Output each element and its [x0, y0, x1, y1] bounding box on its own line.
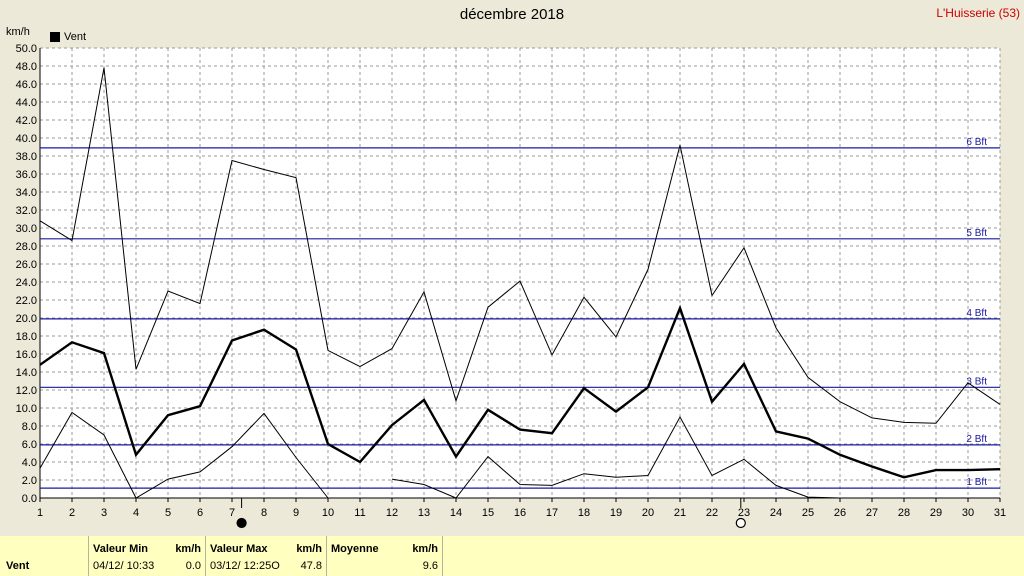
footer-min-time: 10:33: [126, 560, 155, 572]
chart-svg: 0.0 2.0 4.0 6.0 8.0 10.0 12.0 14.0 16.0 18.0 20.0 2…: [16, 43, 1006, 529]
y-tick-label: 12.0: [16, 385, 37, 397]
x-tick-label: 23: [738, 507, 750, 519]
y-tick-label: 36.0: [16, 169, 37, 181]
y-tick-label: 8.0: [22, 421, 37, 433]
y-tick-label: 22.0: [16, 295, 37, 307]
footer-avg-cell: Moyenne km/h 9.6: [327, 536, 443, 576]
y-tick-label: 14.0: [16, 367, 37, 379]
chart-title: décembre 2018: [459, 6, 565, 23]
footer-max-cell: Valeur Max km/h 03/12/ 12:25O 47.8: [206, 536, 327, 576]
y-tick-label: 4.0: [22, 457, 37, 469]
legend: Vent: [50, 31, 86, 43]
beaufort-label: 5 Bft: [966, 228, 987, 239]
footer-avg-unit: km/h: [412, 543, 438, 555]
y-tick-label: 2.0: [22, 475, 37, 487]
footer-min-unit: km/h: [175, 543, 201, 555]
new-moon-icon: [236, 517, 247, 529]
y-tick-label: 16.0: [16, 349, 37, 361]
beaufort-label: 1 Bft: [966, 477, 987, 488]
footer-avg-value: 9.6: [422, 560, 438, 572]
x-tick-label: 17: [546, 507, 558, 519]
footer-min-header: Valeur Min: [93, 543, 149, 555]
footer-max-dir: O: [271, 560, 280, 572]
y-tick-label: 28.0: [16, 241, 37, 253]
x-tick-label: 29: [930, 507, 942, 519]
x-tick-label: 22: [706, 507, 718, 519]
x-tick-label: 31: [994, 507, 1006, 519]
footer-empty: [443, 536, 1024, 576]
y-tick-label: 48.0: [16, 61, 37, 73]
x-tick-label: 11: [354, 507, 365, 519]
full-moon-icon: [735, 517, 746, 529]
footer-min-value: 0.0: [185, 560, 201, 572]
x-tick-label: 15: [482, 507, 494, 519]
footer-min-date: 04/12/: [93, 560, 124, 572]
footer-min-cell: Valeur Min km/h 04/12/ 10:33 0.0: [89, 536, 206, 576]
location-label: L'Huisserie (53): [936, 6, 1020, 20]
x-tick-label: 2: [69, 507, 75, 519]
y-tick-label: 38.0: [16, 151, 37, 163]
series-line-min: [391, 415, 841, 499]
footer-max-time: 12:25: [243, 560, 272, 572]
footer-max-date: 03/12/: [210, 560, 241, 572]
footer-avg-header: Moyenne: [331, 543, 379, 555]
y-tick-label: 24.0: [16, 277, 37, 289]
x-tick-label: 20: [642, 507, 654, 519]
x-tick-label: 19: [610, 507, 622, 519]
y-tick-label: 30.0: [16, 223, 37, 235]
legend-label: Vent: [64, 31, 87, 43]
y-tick-label: 44.0: [16, 97, 37, 109]
y-tick-label: 0.0: [22, 493, 37, 505]
y-tick-label: 20.0: [16, 313, 37, 325]
beaufort-label: 4 Bft: [966, 308, 987, 319]
y-tick-label: 32.0: [16, 205, 37, 217]
series-line-min: [39, 411, 329, 499]
x-tick-label: 7: [229, 507, 235, 519]
x-tick-label: 26: [834, 507, 846, 519]
footer-max-header: Valeur Max: [210, 543, 268, 555]
y-tick-label: 42.0: [16, 115, 37, 127]
x-tick-label: 1: [37, 507, 43, 519]
beaufort-label: 2 Bft: [966, 434, 987, 445]
x-tick-label: 9: [293, 507, 299, 519]
y-tick-label: 40.0: [16, 133, 37, 145]
x-tick-label: 21: [674, 507, 686, 519]
y-tick-label: 10.0: [16, 403, 37, 415]
x-tick-label: 10: [322, 507, 334, 519]
x-tick-label: 28: [898, 507, 910, 519]
y-tick-label: 18.0: [16, 331, 37, 343]
footer-max-value: 47.8: [300, 560, 322, 572]
series-line-mean: [39, 304, 1001, 479]
x-tick-label: 4: [133, 507, 139, 519]
x-tick-label: 6: [197, 507, 203, 519]
x-tick-label: 14: [450, 507, 462, 519]
x-tick-label: 24: [770, 507, 782, 519]
x-tick-label: 25: [802, 507, 814, 519]
x-tick-label: 30: [962, 507, 974, 519]
x-tick-label: 3: [101, 507, 107, 519]
beaufort-label: 3 Bft: [966, 376, 987, 387]
x-tick-label: 18: [578, 507, 590, 519]
legend-swatch: [50, 32, 60, 42]
y-tick-label: 6.0: [22, 439, 37, 451]
y-tick-label: 34.0: [16, 187, 37, 199]
y-tick-label: 50.0: [16, 43, 37, 55]
x-tick-label: 12: [386, 507, 398, 519]
chart-area: décembre 2018 L'Huisserie (53) km/h Vent…: [6, 6, 1020, 529]
x-tick-label: 16: [514, 507, 526, 519]
x-tick-label: 8: [261, 507, 267, 519]
beaufort-label: 6 Bft: [966, 137, 987, 148]
x-tick-label: 27: [866, 507, 878, 519]
stats-footer: Vent Valeur Min km/h 04/12/ 10:33 0.0 Va…: [0, 536, 1024, 576]
footer-series-cell: Vent: [0, 536, 89, 576]
x-tick-label: 5: [165, 507, 171, 519]
series-line-max: [39, 67, 1001, 424]
footer-max-unit: km/h: [296, 543, 322, 555]
y-tick-label: 46.0: [16, 79, 37, 91]
footer-series-name: Vent: [6, 560, 30, 572]
x-tick-label: 13: [418, 507, 430, 519]
y-tick-label: 26.0: [16, 259, 37, 271]
y-unit-label: km/h: [6, 26, 30, 38]
